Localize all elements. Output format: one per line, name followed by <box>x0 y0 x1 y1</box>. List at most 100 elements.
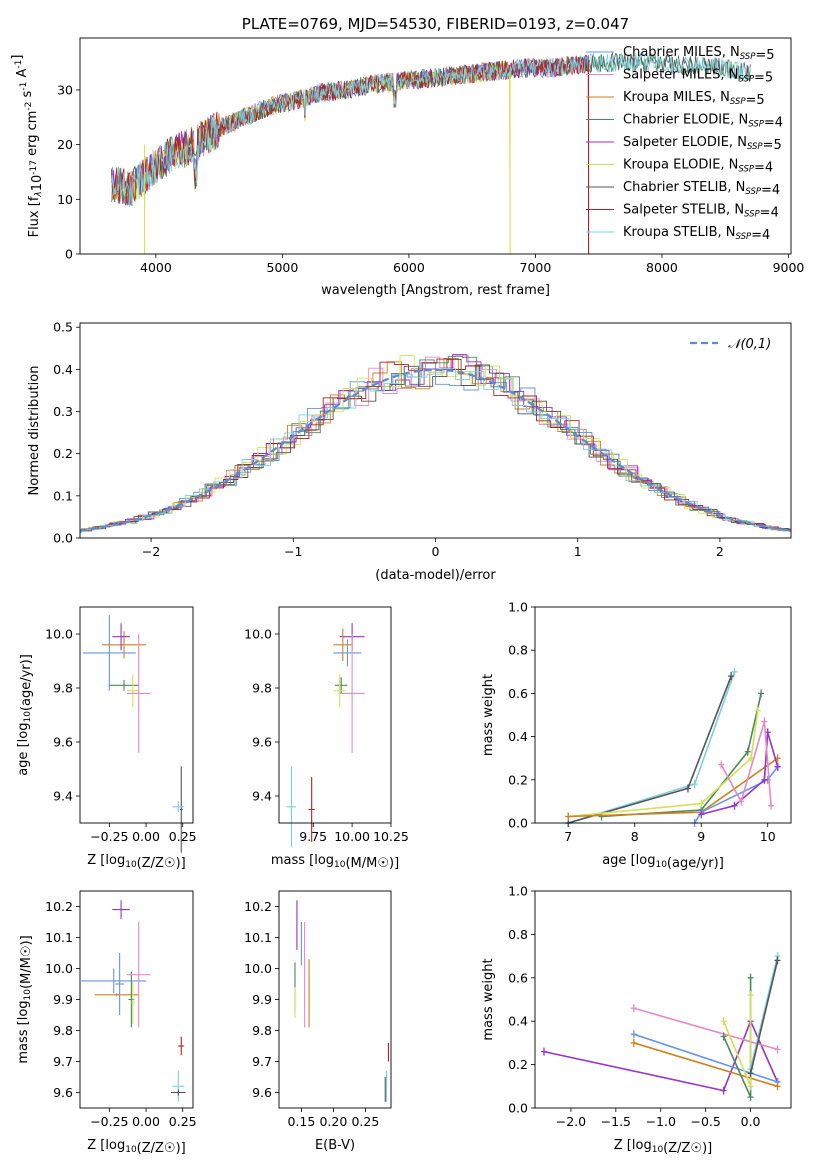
x-tick-label: 8000 <box>646 260 678 275</box>
y-tick-label: 0.3 <box>53 404 73 419</box>
y-tick-label: 9.8 <box>252 1023 272 1038</box>
x-tick-label: 0.20 <box>319 1114 347 1129</box>
label-part: ] <box>10 55 25 60</box>
x-tick-label: 4000 <box>140 260 172 275</box>
label-part: mass [ <box>16 1020 31 1063</box>
x-tick-label: 10 <box>760 829 776 844</box>
x-tick-label: 9 <box>697 829 705 844</box>
weight-series <box>718 717 775 810</box>
histogram-series <box>80 361 791 533</box>
y-tick-label: 0 <box>65 247 73 262</box>
y-axis-label: mass weight <box>481 958 496 1040</box>
data-point <box>81 968 147 994</box>
legend-entry: Kroupa ELODIE, NSSP=4 <box>623 158 773 176</box>
data-point <box>112 623 130 651</box>
label-part: =5 <box>763 138 782 153</box>
x-tick-label: 0.25 <box>351 1114 379 1129</box>
label-sub: λ <box>34 191 44 197</box>
chart-1: −2 −1 0 1 2 0.0 0.1 0.2 0.3 0.4 0.5 (data-model)/er… <box>27 320 792 583</box>
label-part: log <box>16 723 31 743</box>
data-point <box>112 900 130 919</box>
legend-entry: Salpeter STELIB, NSSP=4 <box>623 203 779 221</box>
label-part: Kroupa MILES, N <box>623 90 730 105</box>
y-tick-label: 9.6 <box>252 735 272 750</box>
y-tick-label: 10.1 <box>244 930 272 945</box>
x-tick-label: 0.00 <box>132 1114 160 1129</box>
label-sub: SSP <box>730 97 746 107</box>
y-axis-label: Flux [fλ10-17 erg cm-2 s-1 A-1] <box>10 55 45 238</box>
y-tick-label: 9.9 <box>252 992 272 1007</box>
x-tick-label: 7 <box>564 829 572 844</box>
label-sub: 10 <box>125 1145 137 1155</box>
data-point <box>82 615 136 691</box>
data-point <box>333 628 353 661</box>
label-part: (age/yr)] <box>667 856 724 871</box>
label-part: =4 <box>754 161 773 176</box>
data-point <box>128 971 135 1028</box>
x-tick-label: 0.0 <box>741 1114 761 1129</box>
y-tick-label: 0.0 <box>53 531 73 546</box>
label-part: erg cm <box>25 111 40 160</box>
x-tick-label: 9000 <box>773 260 805 275</box>
weight-line <box>720 721 772 806</box>
label-part: log <box>314 853 334 868</box>
histogram-series <box>80 358 791 532</box>
y-tick-label: 0.8 <box>508 643 528 658</box>
axes-frame <box>79 606 194 824</box>
label-part: (Z/Z☉)] <box>663 1141 712 1156</box>
label-part: log <box>105 853 125 868</box>
label-part: A <box>15 69 30 82</box>
label-sup: -1 <box>19 82 29 91</box>
label-part: =4 <box>761 183 780 198</box>
y-tick-label: 20 <box>57 137 73 152</box>
data-point <box>339 634 365 753</box>
axes-frame <box>79 890 194 1109</box>
label-part: Kroupa ELODIE, N <box>623 158 738 173</box>
label-part: s <box>20 90 35 101</box>
x-tick-label: 9.75 <box>299 829 327 844</box>
y-tick-label: 0.0 <box>508 1101 528 1116</box>
x-tick-label: −2.0 <box>556 1114 586 1129</box>
y-axis-label: mass [log10(M/M☉)] <box>16 935 34 1063</box>
x-tick-label: 10.25 <box>373 829 409 844</box>
spectrum-lines <box>111 52 751 254</box>
label-part: Chabrier MILES, N <box>623 45 740 60</box>
label-part: Salpeter STELIB, N <box>623 203 744 218</box>
y-tick-label: 0.2 <box>508 772 528 787</box>
weight-series <box>630 1004 781 1054</box>
label-part: Flux [f <box>27 196 42 237</box>
y-tick-label: 0.1 <box>53 488 73 503</box>
data-point <box>126 922 151 1028</box>
label-part: Salpeter ELODIE, N <box>623 135 747 150</box>
chart-7: −2.0 −1.5 −1.0 −0.5 0.0 0.0 0.2 0.4 0.6 0.8 1.0 Z [… <box>481 884 792 1156</box>
label-sub: 10 <box>23 711 33 723</box>
x-tick-label: 5000 <box>267 260 299 275</box>
legend-entry: Chabrier MILES, NSSP=5 <box>623 45 775 63</box>
label-part: Salpeter MILES, N <box>623 68 738 83</box>
legend-entry: Salpeter ELODIE, NSSP=5 <box>623 135 782 153</box>
weight-series <box>565 706 761 821</box>
label-part: E(B-V) <box>315 1138 355 1153</box>
label-part: =5 <box>746 93 765 108</box>
label-sub: SSP <box>744 210 760 220</box>
label-sub: 10 <box>334 860 346 870</box>
label-sup: -2 <box>24 102 34 111</box>
weight-line <box>693 766 779 824</box>
legend-entry: Chabrier ELODIE, NSSP=4 <box>623 113 783 131</box>
data-point <box>178 1036 185 1056</box>
label-sub: 10 <box>655 860 667 870</box>
data-point <box>172 801 185 813</box>
label-part: =5 <box>755 48 774 63</box>
y-tick-label: 9.8 <box>53 681 73 696</box>
y-tick-label: 9.4 <box>53 789 73 804</box>
y-tick-label: 0.2 <box>53 446 73 461</box>
legend-entry: Kroupa STELIB, NSSP=4 <box>623 225 770 243</box>
label-sup: -1 <box>14 60 24 69</box>
x-tick-label: 1 <box>574 544 582 559</box>
y-tick-label: 9.7 <box>53 1054 73 1069</box>
x-axis-label: Z [log10(Z/Z☉)] <box>87 1138 185 1156</box>
histogram-series <box>80 358 791 533</box>
y-tick-label: 0.0 <box>508 816 528 831</box>
